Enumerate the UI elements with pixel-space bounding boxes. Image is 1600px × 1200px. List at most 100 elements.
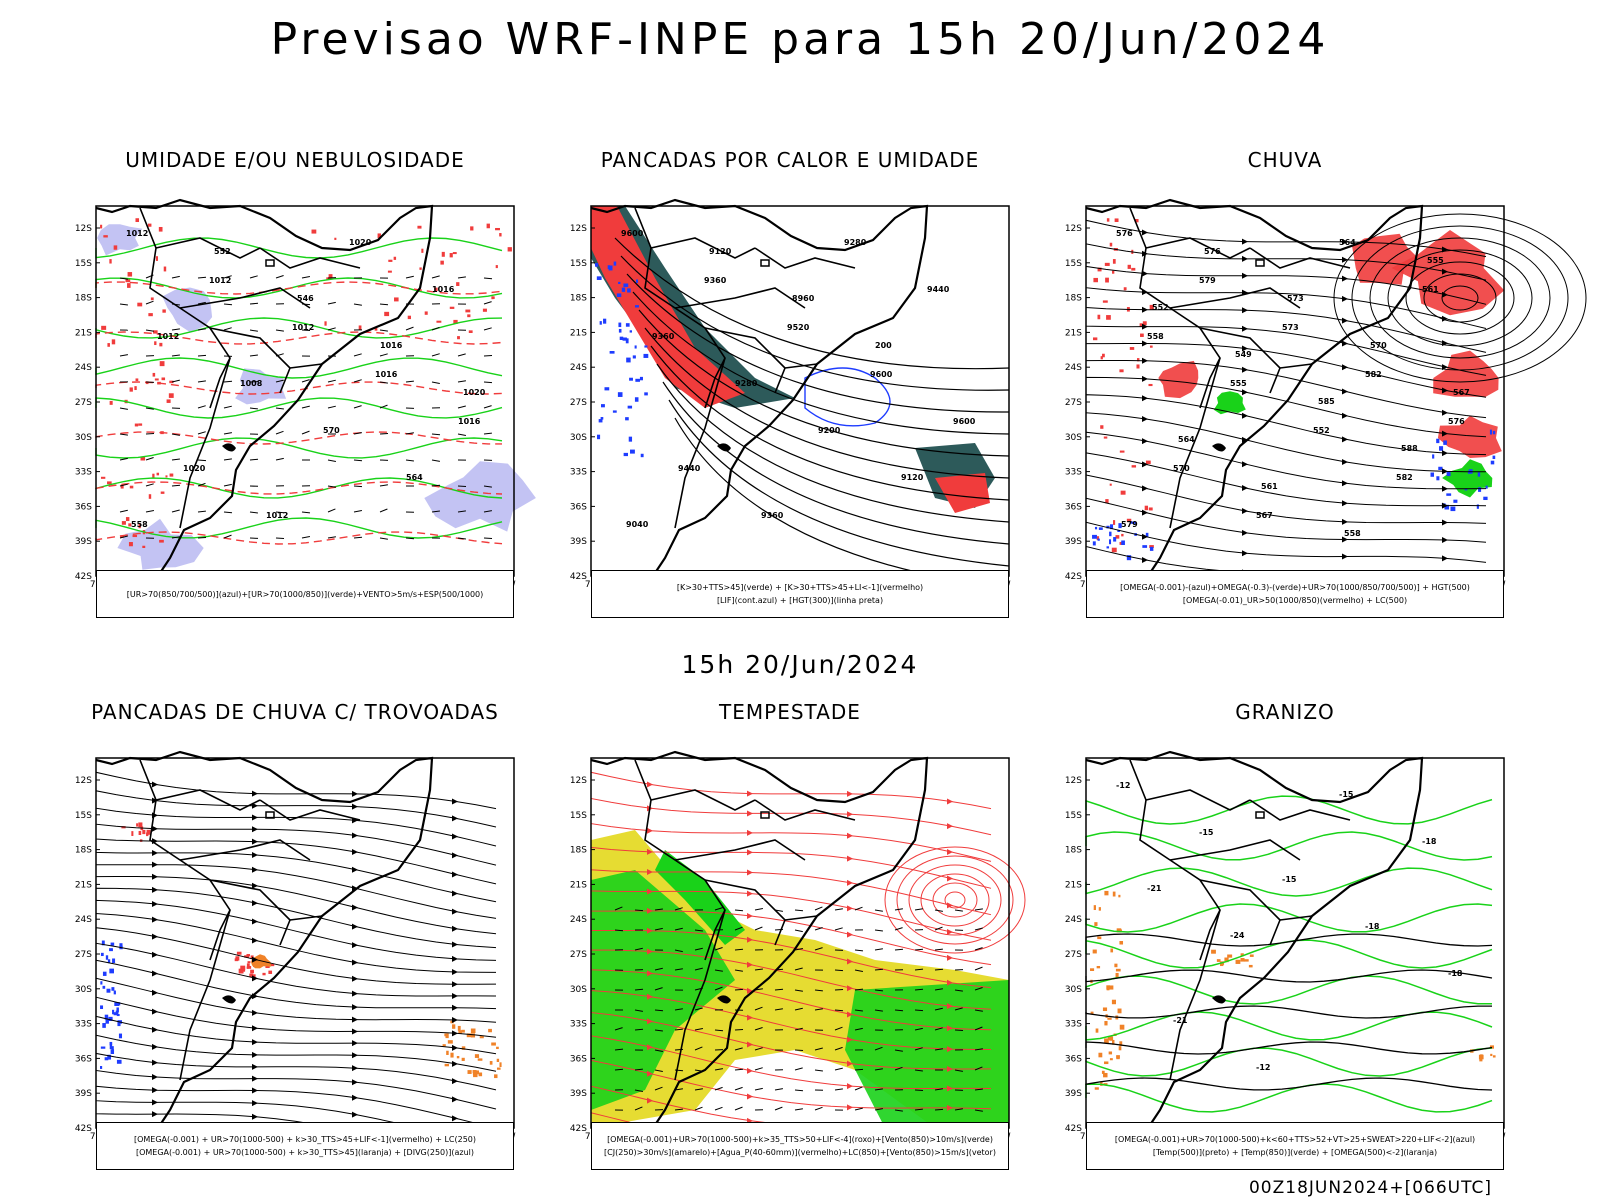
wind-vector (754, 1067, 763, 1071)
humidity-mid-level (125, 517, 130, 522)
omega-area (1476, 504, 1479, 509)
wind-vector (405, 459, 414, 462)
temp-500-contour (1085, 969, 1493, 983)
contour-label: 1008 (240, 379, 263, 388)
rain-area (1096, 536, 1100, 541)
wind-vector (914, 988, 924, 991)
temp-850-contour (1085, 903, 1493, 933)
streamline-arrow (1442, 555, 1448, 562)
lifted-index-contour (595, 263, 599, 267)
streamline (1085, 359, 1487, 419)
lifted-index-contour (625, 338, 629, 344)
map-layers: 9600 9360 9520 9600 9600 9440 9360 9280 9440 9360… (590, 198, 1010, 589)
streamline-arrow (252, 838, 258, 845)
wind-vector (223, 303, 233, 306)
rain-area (1123, 287, 1127, 291)
rain-area (1103, 436, 1108, 439)
legend-line: [Temp(500)](preto) + [Temp(850)](verde) … (1152, 1148, 1438, 1157)
wind-vector (854, 1068, 864, 1071)
thunderstorm-area-orange (499, 1062, 502, 1068)
streamline-arrow (1342, 364, 1348, 371)
wind-vector (954, 909, 963, 912)
wind-vector (171, 354, 180, 357)
streamline (95, 1060, 497, 1110)
lifted-index-contour (629, 330, 633, 333)
country-border (704, 879, 786, 946)
streamline-arrow (352, 849, 358, 856)
thunderstorm-area (265, 964, 270, 969)
lake-marker (265, 259, 275, 267)
wind-vector (754, 926, 763, 931)
wind-vector (197, 380, 206, 383)
rain-area (1105, 277, 1109, 283)
rain-area (1109, 242, 1113, 247)
contour-label: 8960 (792, 294, 815, 303)
thunderstorm-area-orange (489, 1061, 493, 1065)
legend-trovoadas: [OMEGA(-0.001) + UR>70(1000-500) + k>30_… (96, 1122, 514, 1170)
contour-label: 588 (1401, 444, 1418, 453)
streamline-arrow (152, 1043, 158, 1050)
divergence-area (100, 1046, 106, 1049)
humidity-mid-level (436, 320, 442, 323)
omega-500-area (1097, 936, 1102, 940)
streamline-arrow (352, 1004, 358, 1011)
streamline-arrow (452, 955, 458, 962)
wind-vector (814, 1008, 823, 1011)
humidity-mid-level (103, 235, 108, 238)
wind-vector (275, 329, 284, 332)
humidity-mid-level (101, 325, 107, 330)
legend-pancadas-calor: [K>30+TTS>45](verde) + [K>30+TTS>45+LI<-… (591, 570, 1009, 618)
streamline (95, 1045, 497, 1091)
omega-500-area (1103, 1072, 1108, 1078)
lat-tick-label: 12S (1065, 224, 1082, 234)
omega-area (1453, 499, 1458, 503)
streamline-arrow (647, 827, 653, 834)
panel-trovoadas: PANCADAS DE CHUVA C/ TROVOADAS 12S 15S 18S… (60, 700, 530, 1180)
rain-area (1119, 369, 1124, 373)
streamline-arrow (1442, 485, 1448, 492)
streamline-arrow (352, 1052, 358, 1059)
humidity-mid-level (100, 476, 106, 479)
lifted-index-contour (640, 453, 644, 458)
wind-vector (734, 1086, 743, 1091)
humidity-mid-level (495, 227, 500, 231)
streamline-arrow (1442, 268, 1448, 275)
rain-area (1131, 465, 1137, 468)
lat-tick-label: 18S (75, 294, 92, 304)
divergence-area (118, 1002, 121, 1006)
wind-vector (483, 355, 493, 357)
thickness-contour (95, 281, 503, 295)
wind-vector (379, 329, 388, 332)
wind-vector (379, 353, 388, 357)
wind-vector (814, 1106, 823, 1111)
omega-500-area (1118, 1046, 1122, 1051)
wind-vector (694, 1028, 703, 1031)
thunderstorm-area (250, 974, 256, 978)
thunderstorm-area (136, 823, 139, 827)
wind-vector (694, 1088, 703, 1091)
lifted-index-contour (625, 323, 630, 327)
lat-tick-label: 15S (570, 259, 587, 269)
lifted-index-contour (618, 328, 622, 333)
streamline-arrow (847, 905, 853, 912)
divergence-area (112, 1009, 115, 1015)
omega-area (1118, 523, 1122, 529)
wind-vector (145, 329, 154, 332)
streamline (95, 1014, 497, 1055)
streamline-arrow (1142, 306, 1148, 313)
wind-vector (714, 1106, 723, 1111)
wind-vector (634, 1089, 643, 1092)
humidity-mid-level (394, 297, 399, 302)
streamline-arrow (647, 1097, 653, 1104)
wind-vector (934, 909, 943, 912)
wind-vector (301, 405, 310, 409)
streamline-arrow (1242, 272, 1248, 279)
streamline (590, 929, 992, 989)
streamline (1085, 497, 1487, 543)
wind-vector (854, 1027, 863, 1031)
instability-area-red (591, 206, 745, 408)
wind-vector (634, 1068, 643, 1071)
lat-tick-label: 12S (75, 776, 92, 786)
streamline-arrow (647, 1070, 653, 1077)
streamline (590, 949, 992, 1010)
